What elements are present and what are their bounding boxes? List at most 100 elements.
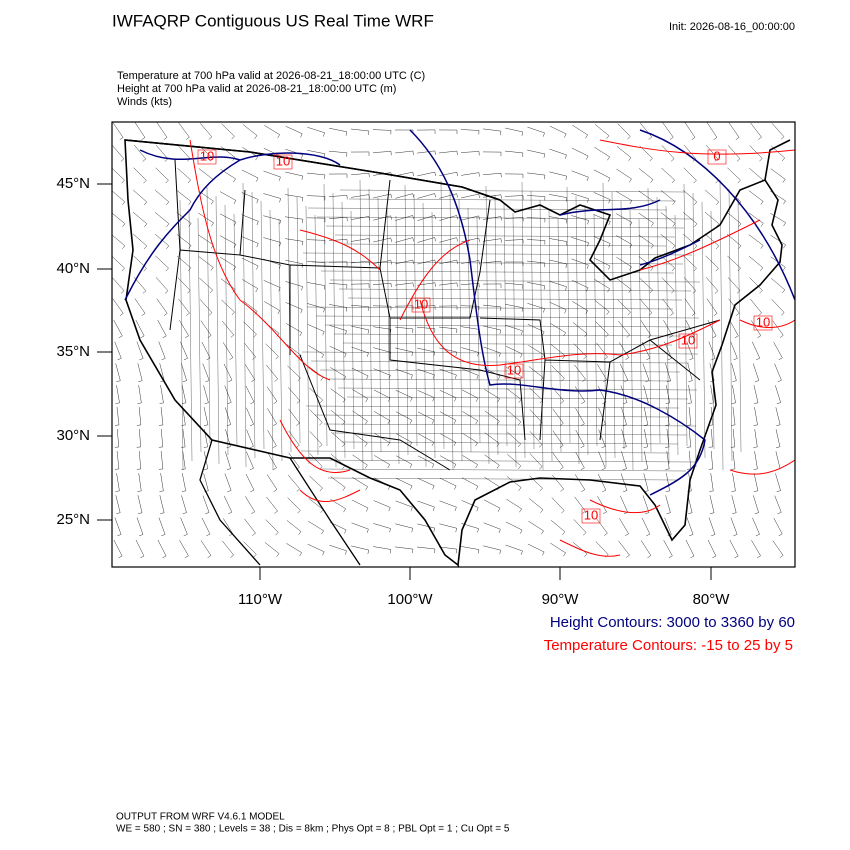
wind-barb bbox=[115, 363, 121, 382]
wind-barb bbox=[263, 280, 281, 292]
county-line bbox=[377, 197, 382, 453]
wind-barb bbox=[198, 212, 214, 227]
wind-barb bbox=[642, 363, 650, 383]
wind-barb bbox=[731, 363, 737, 382]
wind-barb bbox=[285, 216, 304, 224]
height-contour bbox=[124, 129, 795, 496]
wind-barb bbox=[395, 500, 413, 511]
wind-barb bbox=[483, 238, 502, 243]
wind-barb bbox=[373, 326, 392, 334]
wind-barb bbox=[483, 260, 502, 266]
wind-barb bbox=[528, 345, 545, 359]
wind-barb bbox=[223, 363, 233, 383]
wind-barb bbox=[178, 122, 190, 140]
wind-barb bbox=[682, 212, 698, 227]
wind-barb bbox=[461, 193, 480, 199]
wind-barb bbox=[263, 170, 281, 181]
wind-barb bbox=[616, 146, 632, 161]
wind-barb bbox=[309, 431, 323, 448]
wind-barb bbox=[572, 124, 588, 139]
wind-barb bbox=[529, 453, 543, 470]
wind-barb bbox=[730, 517, 738, 537]
wind-barb bbox=[159, 385, 164, 404]
wind-barb bbox=[753, 407, 758, 426]
wind-barb bbox=[112, 256, 125, 272]
wind-barb bbox=[483, 367, 501, 380]
county-line bbox=[332, 192, 337, 468]
wind-barb bbox=[685, 319, 695, 339]
wind-barb bbox=[439, 523, 458, 533]
map-frame bbox=[111, 121, 796, 568]
wind-barb bbox=[726, 234, 742, 249]
wind-barb bbox=[753, 495, 759, 515]
wind-barb bbox=[245, 473, 255, 493]
wind-barb bbox=[640, 540, 652, 558]
wind-barb bbox=[155, 277, 169, 294]
county-line bbox=[260, 200, 265, 450]
wind-barb bbox=[181, 429, 186, 448]
county-line bbox=[305, 405, 680, 409]
wind-barb bbox=[200, 320, 212, 338]
county-line bbox=[301, 351, 699, 355]
wind-barb bbox=[730, 341, 738, 361]
wind-barb bbox=[263, 215, 282, 225]
county-line bbox=[300, 450, 670, 454]
legend-height: Height Contours: 3000 to 3360 by 60 bbox=[550, 614, 795, 631]
lat-label: 35°N bbox=[56, 343, 90, 360]
wind-barb bbox=[287, 387, 301, 404]
county-line bbox=[324, 324, 691, 328]
wind-barb bbox=[181, 451, 186, 470]
wind-barb bbox=[136, 451, 142, 470]
county-line bbox=[656, 196, 661, 444]
wind-barb bbox=[394, 305, 414, 310]
county-line bbox=[341, 441, 679, 445]
wind-barb bbox=[352, 477, 369, 491]
wind-barb bbox=[373, 500, 391, 512]
county-line bbox=[337, 387, 698, 391]
wind-barb bbox=[113, 319, 123, 339]
wind-barb bbox=[395, 477, 413, 490]
mexico bbox=[199, 439, 460, 567]
wind-barb bbox=[596, 342, 608, 360]
wind-barb bbox=[395, 546, 414, 554]
wind-barb bbox=[770, 168, 786, 183]
wind-barb bbox=[439, 237, 458, 243]
wind-barb bbox=[224, 385, 232, 405]
wind-barb bbox=[112, 122, 124, 140]
wind-barb bbox=[462, 455, 479, 469]
county-line bbox=[665, 205, 670, 465]
wind-barb bbox=[773, 517, 783, 537]
wind-barb bbox=[417, 433, 435, 446]
wind-barb bbox=[593, 236, 611, 248]
wind-barb bbox=[219, 213, 237, 226]
wind-barb bbox=[620, 473, 628, 493]
contour-label-box bbox=[707, 149, 727, 165]
wind-barb bbox=[461, 215, 480, 221]
wind-barb bbox=[242, 147, 259, 161]
wind-barb bbox=[114, 517, 122, 537]
wind-barb bbox=[771, 277, 786, 294]
wind-barb bbox=[222, 320, 235, 338]
wind-barb bbox=[306, 195, 326, 201]
wind-barb bbox=[549, 238, 568, 246]
wind-barb bbox=[245, 496, 256, 514]
wind-barb bbox=[266, 474, 278, 492]
wind-barb bbox=[709, 363, 715, 382]
wind-barb bbox=[133, 167, 147, 184]
wind-barb bbox=[638, 234, 654, 249]
wind-barb bbox=[661, 255, 676, 272]
wind-barb bbox=[753, 451, 758, 470]
wind-barb bbox=[351, 325, 370, 334]
wind-barb bbox=[373, 237, 392, 243]
wind-barb bbox=[439, 500, 457, 512]
wind-barb bbox=[775, 407, 781, 426]
contour-label: 10 bbox=[200, 148, 214, 163]
county-line bbox=[719, 179, 724, 471]
wind-barb bbox=[306, 217, 326, 223]
county-line bbox=[368, 188, 373, 462]
wind-barb bbox=[461, 151, 480, 156]
wind-barb bbox=[641, 517, 651, 537]
wind-barb bbox=[574, 364, 586, 382]
county-line bbox=[347, 297, 683, 301]
wind-barb bbox=[176, 190, 192, 205]
